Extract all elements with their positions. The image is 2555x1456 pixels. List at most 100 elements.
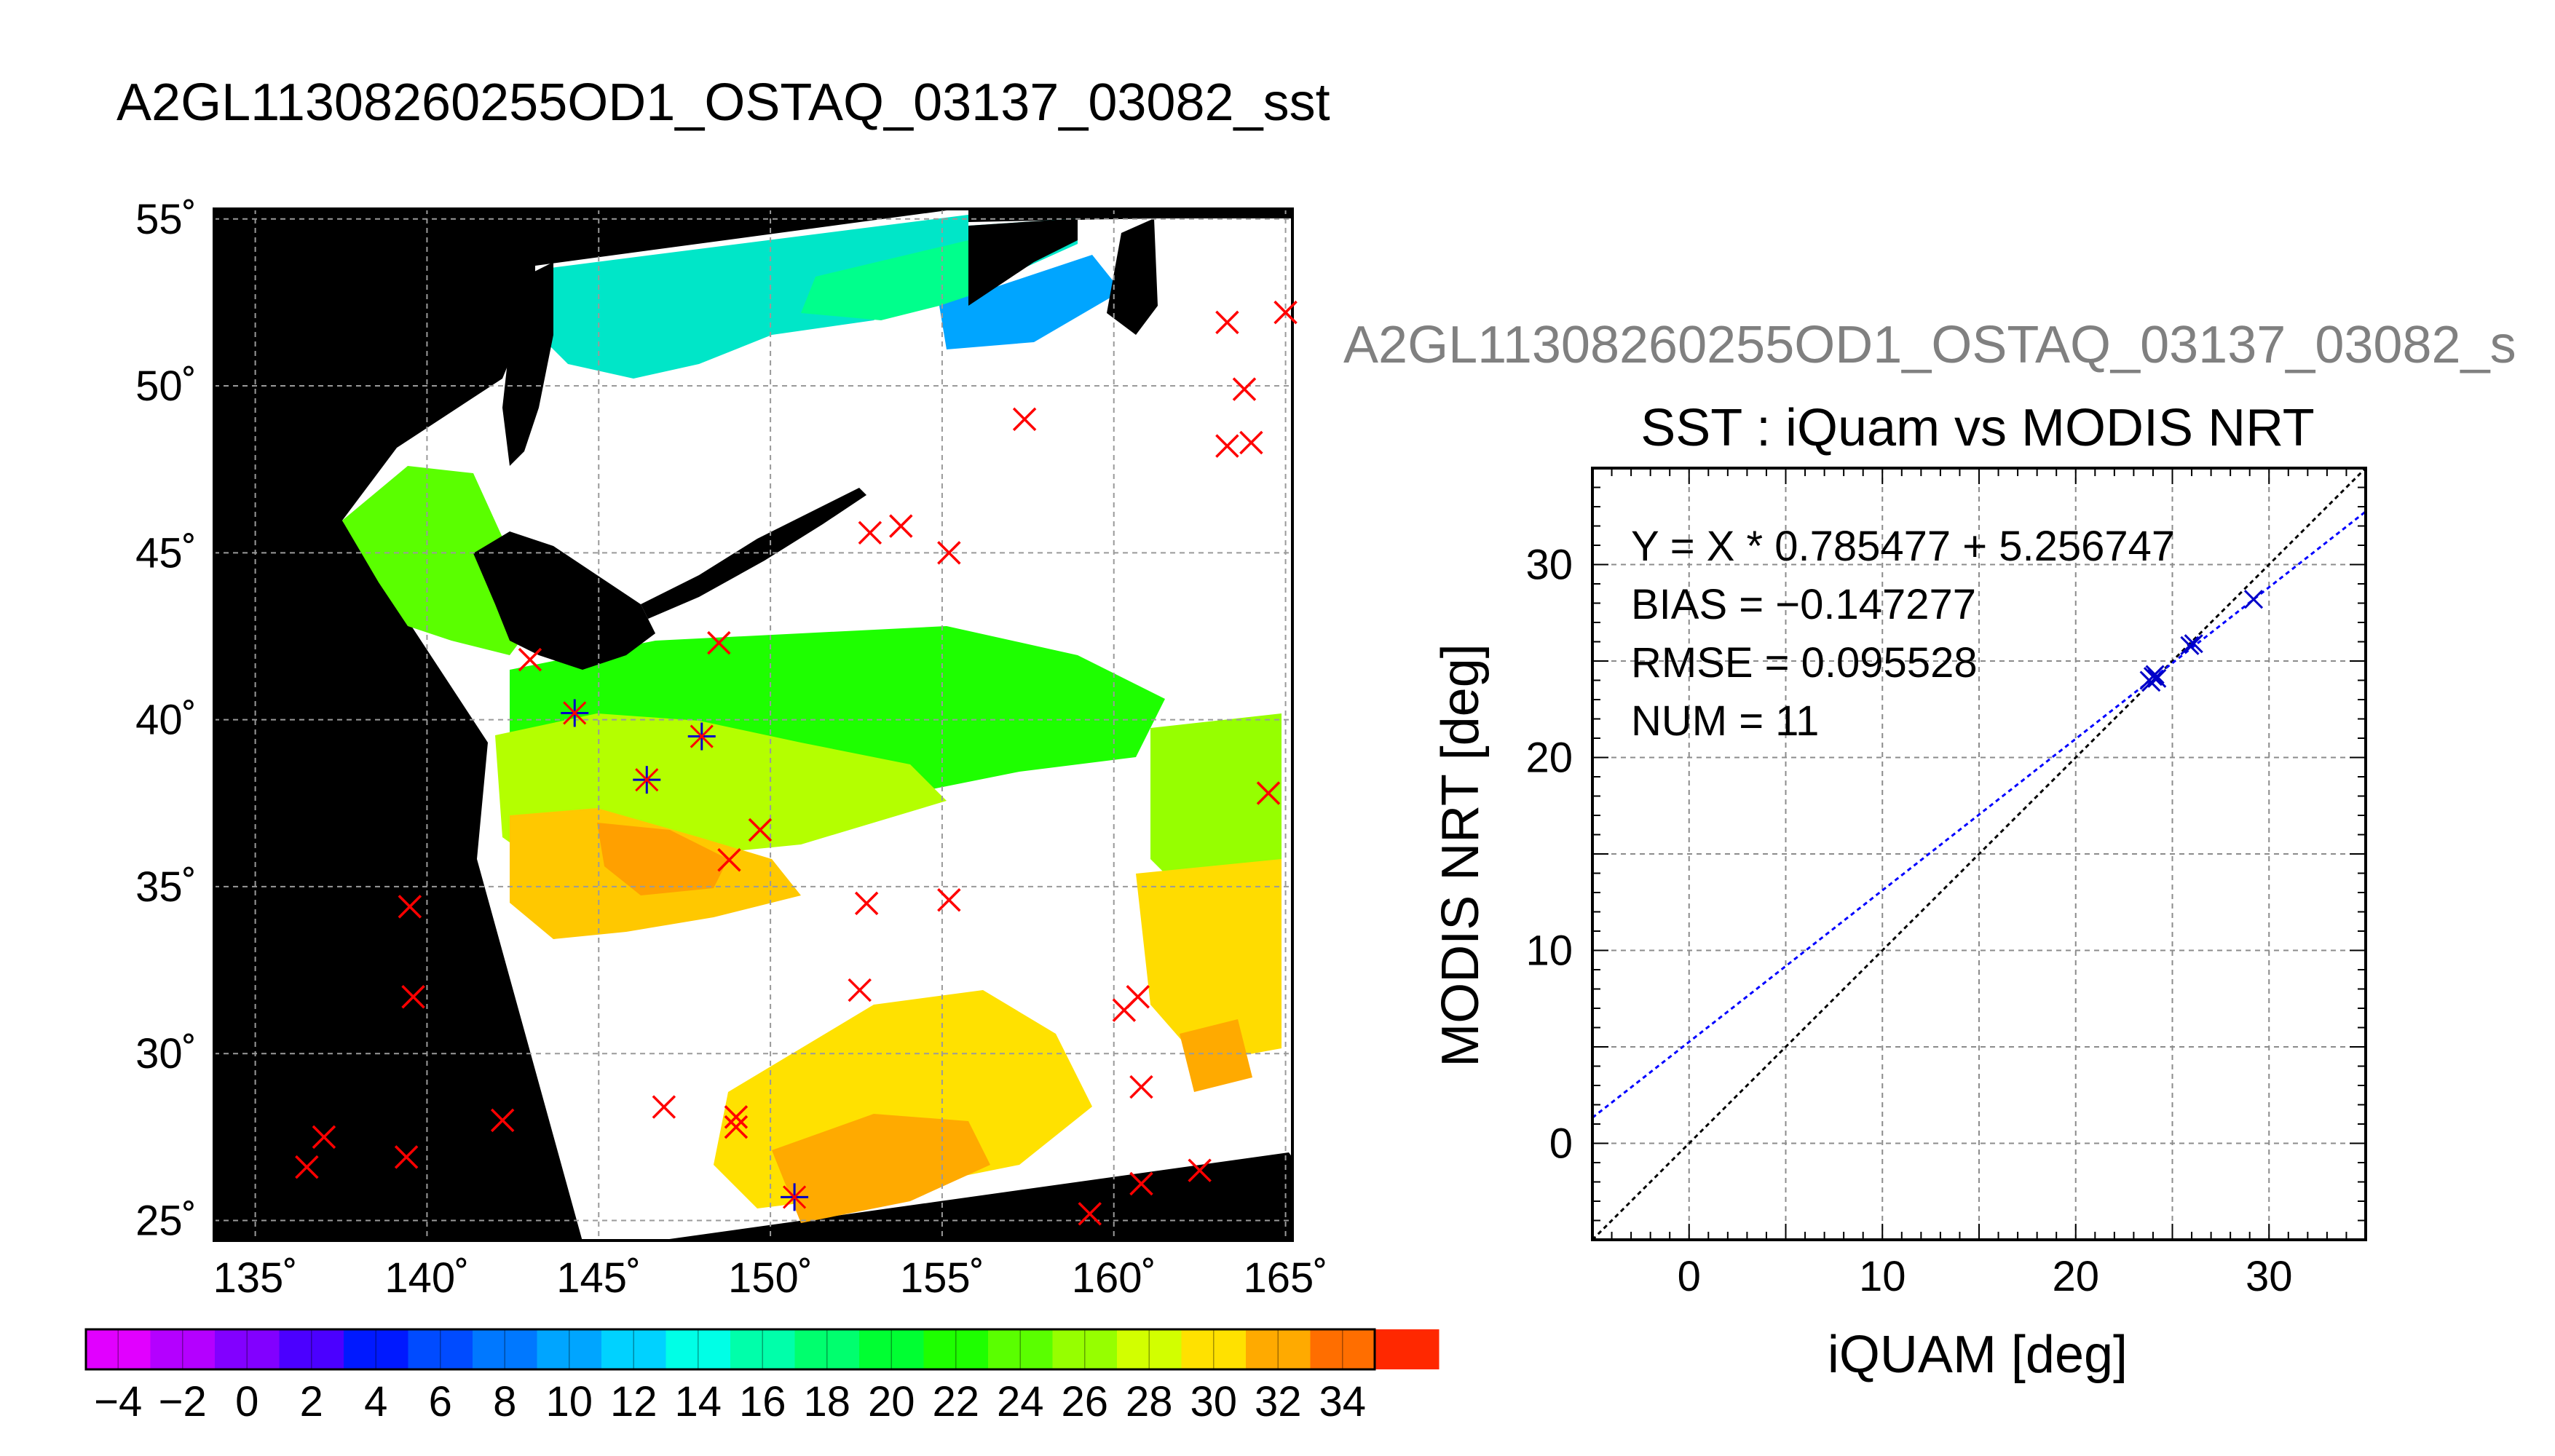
buoy-marker <box>1188 1158 1212 1182</box>
colorbar: −4 −2 0 2 4 6 8 10 12 14 16 18 20 22 24 26 28 30 32 34 <box>84 1328 1440 1425</box>
map-x-tick-label: 135˚ <box>213 1254 298 1302</box>
map-gridlines <box>214 209 1292 1241</box>
map-x-tick-label: 160˚ <box>1072 1254 1156 1302</box>
map-x-ticks: 135˚ 140˚ 145˚ 150˚ 155˚ 160˚ 165˚ <box>213 1254 1328 1302</box>
scatter-point <box>2184 634 2203 654</box>
scatter-point <box>2180 636 2200 655</box>
buoy-marker <box>518 647 542 672</box>
scatter-x-tick-label: 30 <box>2246 1253 2293 1300</box>
scatter-x-tick-label: 20 <box>2052 1253 2099 1300</box>
scatter-x-ticks: 0 10 20 30 <box>1678 1253 2293 1300</box>
buoy-marker <box>748 818 773 842</box>
sst-patch-orange-deep <box>597 823 728 895</box>
colorbar-label: 8 <box>493 1378 516 1425</box>
colorbar-label: 6 <box>429 1378 452 1425</box>
scatter-x-label: iQUAM [deg] <box>1828 1326 2128 1384</box>
buoy-marker <box>1012 407 1037 432</box>
map-frame <box>213 207 1294 1242</box>
map-title: A2GL11308260255OD1_OSTAQ_03137_03082_sst <box>117 74 1330 132</box>
scatter-gridlines <box>1592 468 2366 1240</box>
colorbar-swatch <box>1117 1329 1182 1369</box>
scatter-x-tick-label: 10 <box>1859 1253 1906 1300</box>
scatter-minor-ticks <box>1592 467 2366 1241</box>
colorbar-swatch <box>601 1329 666 1369</box>
scatter-points <box>2139 590 2264 692</box>
buoy-marker <box>724 1115 749 1139</box>
buoy-marker <box>1273 300 1298 325</box>
colorbar-swatch <box>344 1329 408 1369</box>
colorbar-swatch <box>923 1329 988 1369</box>
colorbar-label: 4 <box>364 1378 387 1425</box>
map-y-tick-label: 40˚ <box>135 697 197 744</box>
colorbar-swatch <box>988 1329 1053 1369</box>
map-y-tick-label: 55˚ <box>135 196 197 243</box>
colorbar-swatch <box>1052 1329 1117 1369</box>
map-matchup-markers <box>561 699 809 1211</box>
colorbar-swatch <box>86 1329 151 1369</box>
buoy-marker <box>652 1095 676 1119</box>
colorbar-swatch <box>279 1329 344 1369</box>
buoy-marker <box>724 1105 749 1129</box>
buoy-marker <box>1239 430 1263 455</box>
colorbar-swatch <box>150 1329 215 1369</box>
buoy-marker <box>1129 1171 1153 1196</box>
buoy-marker <box>717 847 741 872</box>
colorbar-label: −4 <box>94 1378 142 1425</box>
buoy-marker <box>401 985 425 1009</box>
map-x-tick-label: 150˚ <box>728 1254 813 1302</box>
colorbar-label: 12 <box>610 1378 657 1425</box>
buoy-marker <box>937 541 961 565</box>
colorbar-label: 30 <box>1190 1378 1237 1425</box>
map-x-tick-label: 145˚ <box>556 1254 641 1302</box>
map-land-hokkaido <box>473 531 655 670</box>
scatter-y-ticks: 0 10 20 30 <box>1525 542 1573 1168</box>
colorbar-label: 10 <box>545 1378 593 1425</box>
sst-patch-se-yellow <box>1136 859 1282 1063</box>
map-y-ticks: 25˚ 30˚ 35˚ 40˚ 45˚ 50˚ 55˚ <box>135 196 197 1245</box>
buoy-marker <box>1232 377 1257 401</box>
colorbar-swatch <box>859 1329 924 1369</box>
colorbar-swatches <box>86 1329 1440 1369</box>
colorbar-frame <box>84 1328 1376 1371</box>
sst-patch-south-orange <box>772 1114 990 1223</box>
buoy-marker <box>1215 310 1239 335</box>
buoy-marker <box>1215 434 1239 458</box>
buoy-marker <box>1126 985 1150 1009</box>
colorbar-label: 16 <box>739 1378 786 1425</box>
sst-patch-se-orange <box>1180 1019 1252 1092</box>
identity-line <box>1592 468 2366 1240</box>
buoy-marker <box>490 1108 515 1133</box>
map-buoy-markers <box>295 300 1298 1226</box>
sst-patch-blue <box>939 255 1121 349</box>
map-y-tick-label: 35˚ <box>135 863 197 911</box>
colorbar-swatch <box>1181 1329 1246 1369</box>
colorbar-swatch <box>730 1329 795 1369</box>
sst-patch-north-green <box>801 240 968 320</box>
buoy-marker <box>394 1145 419 1169</box>
scatter-y-tick-label: 10 <box>1525 927 1573 975</box>
colorbar-label: 22 <box>932 1378 979 1425</box>
map-land-kamchatka-tip <box>1107 218 1158 335</box>
scatter-header: A2GL11308260255OD1_OSTAQ_03137_03082_s <box>1343 316 2516 374</box>
buoy-marker <box>1078 1202 1102 1226</box>
colorbar-label: 20 <box>868 1378 915 1425</box>
colorbar-labels: −4 −2 0 2 4 6 8 10 12 14 16 18 20 22 24 26 28 30 32 34 <box>94 1329 1366 1425</box>
colorbar-swatch <box>794 1329 859 1369</box>
scatter-stat-line: BIAS = −0.147277 <box>1631 581 1976 628</box>
map-y-tick-label: 45˚ <box>135 529 197 577</box>
colorbar-label: 14 <box>674 1378 722 1425</box>
colorbar-label: 34 <box>1319 1378 1366 1425</box>
colorbar-label: 32 <box>1255 1378 1302 1425</box>
map-y-tick-label: 50˚ <box>135 363 197 410</box>
buoy-marker <box>937 888 961 912</box>
buoy-marker <box>1256 781 1281 805</box>
scatter-point <box>2145 665 2165 684</box>
colorbar-swatch <box>1246 1329 1311 1369</box>
map-y-tick-label: 30˚ <box>135 1030 197 1077</box>
buoy-marker <box>312 1125 336 1150</box>
colorbar-label: 24 <box>997 1378 1044 1425</box>
colorbar-label: 18 <box>803 1378 850 1425</box>
colorbar-label: 2 <box>300 1378 323 1425</box>
colorbar-swatch <box>537 1329 601 1369</box>
